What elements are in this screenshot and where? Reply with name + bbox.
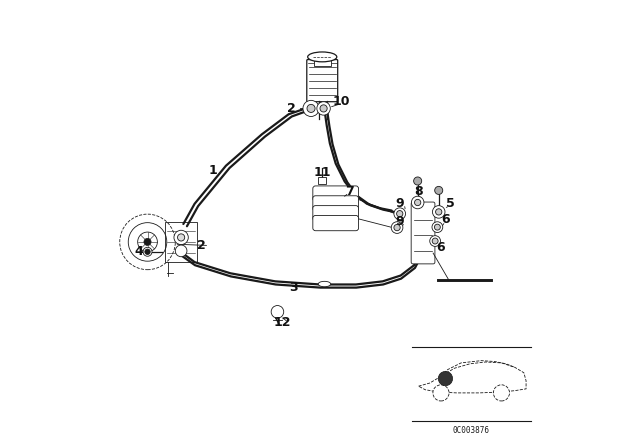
Text: 10: 10 bbox=[333, 95, 350, 108]
Text: 2: 2 bbox=[197, 239, 205, 252]
Circle shape bbox=[433, 385, 449, 401]
Circle shape bbox=[307, 104, 315, 112]
Circle shape bbox=[433, 206, 445, 218]
Text: 12: 12 bbox=[273, 316, 291, 329]
FancyBboxPatch shape bbox=[164, 222, 197, 262]
Text: 1: 1 bbox=[208, 164, 217, 177]
Circle shape bbox=[412, 196, 424, 209]
Circle shape bbox=[432, 238, 438, 244]
FancyBboxPatch shape bbox=[411, 202, 435, 264]
Circle shape bbox=[415, 199, 421, 206]
Circle shape bbox=[391, 222, 403, 233]
Text: 2: 2 bbox=[287, 102, 295, 115]
Text: 9: 9 bbox=[396, 215, 404, 228]
Ellipse shape bbox=[308, 52, 337, 62]
Circle shape bbox=[430, 236, 440, 246]
Circle shape bbox=[413, 177, 422, 185]
Circle shape bbox=[394, 224, 400, 231]
Circle shape bbox=[436, 209, 442, 215]
Circle shape bbox=[144, 238, 151, 246]
Circle shape bbox=[145, 249, 150, 254]
FancyBboxPatch shape bbox=[313, 186, 358, 201]
Circle shape bbox=[271, 306, 284, 318]
FancyBboxPatch shape bbox=[313, 196, 358, 211]
FancyBboxPatch shape bbox=[313, 215, 358, 231]
FancyBboxPatch shape bbox=[307, 60, 338, 102]
Circle shape bbox=[397, 211, 403, 217]
Circle shape bbox=[143, 247, 152, 256]
Circle shape bbox=[177, 234, 185, 241]
Text: 4: 4 bbox=[134, 245, 143, 258]
Circle shape bbox=[435, 186, 443, 194]
Circle shape bbox=[438, 371, 452, 386]
Circle shape bbox=[435, 224, 440, 230]
Text: 5: 5 bbox=[445, 197, 454, 211]
Text: 6: 6 bbox=[441, 213, 450, 226]
Circle shape bbox=[175, 245, 187, 257]
Text: 8: 8 bbox=[414, 185, 423, 198]
Text: 9: 9 bbox=[396, 197, 404, 211]
Text: 3: 3 bbox=[289, 281, 298, 294]
Circle shape bbox=[303, 100, 319, 116]
Bar bbox=[318, 177, 326, 184]
Text: 11: 11 bbox=[314, 166, 332, 179]
Circle shape bbox=[394, 208, 406, 220]
Ellipse shape bbox=[318, 281, 331, 287]
FancyBboxPatch shape bbox=[314, 60, 331, 66]
Circle shape bbox=[320, 105, 327, 112]
Circle shape bbox=[317, 102, 330, 115]
Circle shape bbox=[432, 222, 443, 233]
Text: 6: 6 bbox=[436, 241, 445, 254]
Text: 0C003876: 0C003876 bbox=[452, 426, 490, 435]
Circle shape bbox=[174, 230, 188, 245]
FancyBboxPatch shape bbox=[313, 206, 358, 221]
Text: 7: 7 bbox=[345, 185, 353, 198]
Circle shape bbox=[493, 385, 509, 401]
